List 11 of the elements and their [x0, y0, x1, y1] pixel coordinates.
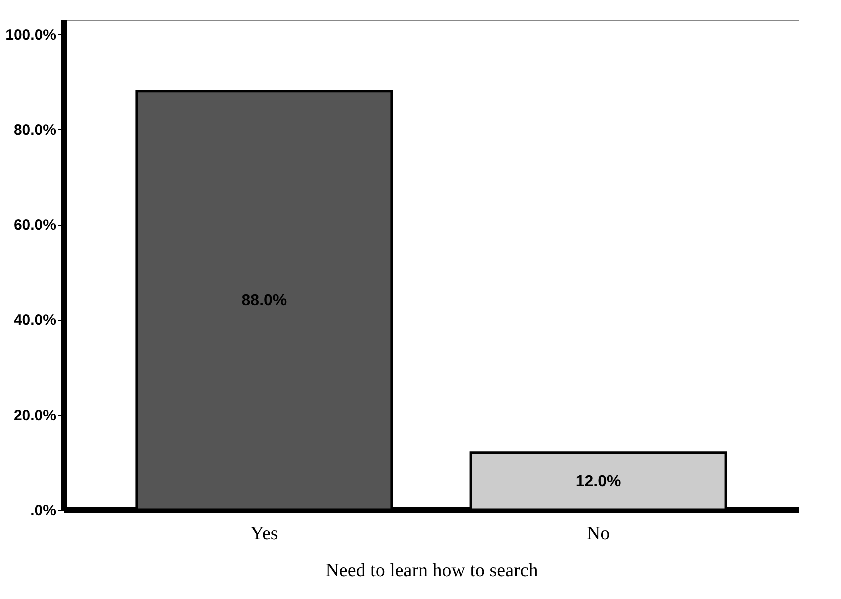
x-tick-label: No	[586, 524, 610, 544]
y-tick-label: 40.0%	[14, 312, 56, 330]
data-label: 12.0%	[576, 473, 622, 490]
data-label: 88.0%	[242, 292, 288, 310]
x-axis-title: Need to learn how to search	[326, 560, 539, 582]
y-tick-label: 20.0%	[14, 407, 56, 424]
y-tick-label: 60.0%	[14, 217, 56, 234]
y-tick-label: 80.0%	[14, 122, 56, 139]
x-tick-label: Yes	[250, 524, 278, 544]
y-tick-label: 100.0%	[6, 26, 56, 44]
y-tick-label: .0%	[30, 502, 56, 520]
